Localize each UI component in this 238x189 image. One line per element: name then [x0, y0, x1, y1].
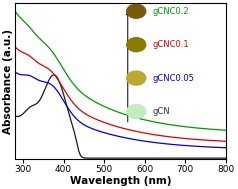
X-axis label: Wavelength (nm): Wavelength (nm) — [70, 176, 171, 186]
Text: gCNC0.1: gCNC0.1 — [152, 40, 189, 49]
Text: gCNC0.05: gCNC0.05 — [152, 74, 194, 83]
Circle shape — [127, 4, 146, 18]
Text: gCNC0.2: gCNC0.2 — [152, 7, 189, 16]
Y-axis label: Absorbance (a.u.): Absorbance (a.u.) — [4, 29, 14, 134]
Circle shape — [127, 38, 146, 52]
Circle shape — [127, 105, 146, 119]
Circle shape — [127, 71, 146, 85]
Text: gCN: gCN — [152, 107, 170, 116]
